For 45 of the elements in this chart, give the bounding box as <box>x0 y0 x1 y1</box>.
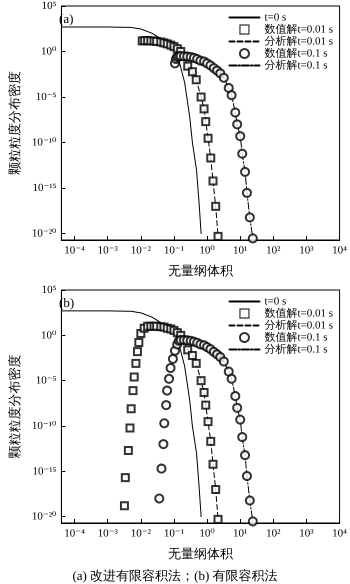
legend-label: 数值解t=0.01 s <box>264 24 334 36</box>
legend-label: t=0 s <box>264 296 286 308</box>
x-axis-title: 无量纲体积 <box>168 263 233 278</box>
text: (a) 改进有限容积法；(b) 有限容积法 <box>72 568 278 583</box>
y-axis-title: 颗粒粒度分布密度 <box>7 71 22 175</box>
x-tick-label: 10⁻² <box>130 244 152 256</box>
legend-label: t=0 s <box>264 12 286 24</box>
legend-label: 数值解t=0.1 s <box>264 332 328 344</box>
x-tick-label: 10¹ <box>233 244 248 256</box>
y-axis-title: 颗粒粒度分布密度 <box>7 354 22 458</box>
x-tick-label: 10² <box>266 528 282 540</box>
x-tick-label: 10⁰ <box>199 244 216 256</box>
x-tick-label: 10¹ <box>233 528 248 540</box>
y-tick-label: 10⁵ <box>42 0 57 12</box>
x-tick-label: 10⁻⁴ <box>64 244 86 256</box>
y-tick-label: 10⁻¹⁰ <box>32 136 57 149</box>
y-tick-label: 10⁻¹⁰ <box>32 420 57 432</box>
y-tick-label: 10⁻⁵ <box>36 374 57 387</box>
x-axis-title: 无量纲体积 <box>168 546 233 561</box>
legend-label: 分析解t=0.01 s <box>264 36 334 48</box>
x-tick-label: 10⁰ <box>199 528 216 540</box>
x-tick-label: 10⁴ <box>332 528 348 540</box>
y-tick-label: 10⁰ <box>40 329 57 342</box>
x-tick-label: 10⁻³ <box>98 244 118 256</box>
y-tick-label: 10⁻⁵ <box>36 91 57 104</box>
x-tick-label: 10³ <box>299 244 314 256</box>
x-tick-label: 10⁻¹ <box>164 528 184 540</box>
legend-label: 数值解t=0.01 s <box>264 308 334 320</box>
legend-label: 分析解t=0.1 s <box>264 60 328 72</box>
x-tick-label: 10² <box>266 244 282 256</box>
y-tick-label: 10⁵ <box>42 284 57 296</box>
legend-label: 数值解t=0.1 s <box>264 48 328 60</box>
legend-label: 分析解t=0.01 s <box>264 320 334 332</box>
y-tick-label: 10⁻²⁰ <box>32 510 57 523</box>
legend-label: 分析解t=0.1 s <box>264 344 328 356</box>
y-tick-label: 10⁰ <box>40 46 57 58</box>
x-tick-label: 10⁻² <box>130 528 152 540</box>
x-tick-label: 10⁻¹ <box>164 244 184 256</box>
x-tick-label: 10³ <box>299 528 314 540</box>
x-tick-label: 10⁻³ <box>98 528 118 540</box>
y-tick-label: 10⁻²⁰ <box>32 228 57 240</box>
y-tick-label: 10⁻¹⁵ <box>32 182 57 194</box>
x-tick-label: 10⁴ <box>332 244 348 256</box>
x-tick-label: 10⁻⁴ <box>64 528 86 540</box>
y-tick-label: 10⁻¹⁵ <box>32 465 57 478</box>
